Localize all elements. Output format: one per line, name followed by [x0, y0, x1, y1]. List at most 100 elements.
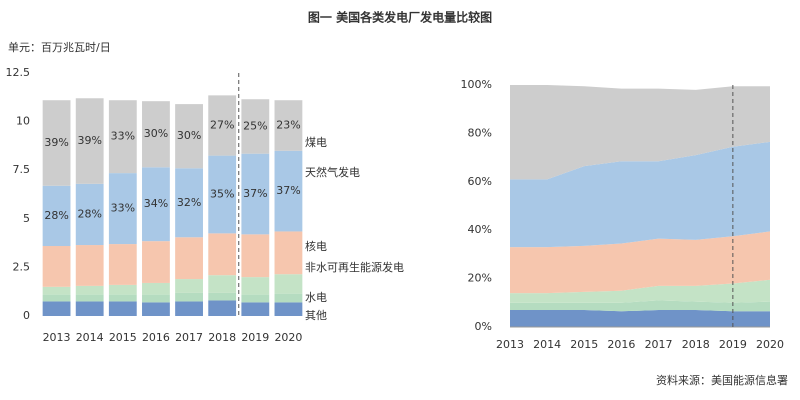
y-axis-label: 单元：百万兆瓦时/日 [8, 41, 111, 54]
data-label: 27% [210, 118, 234, 131]
data-label: 33% [111, 130, 135, 143]
bar-segment [175, 279, 203, 293]
data-label: 28% [77, 207, 101, 220]
source-note: 资料来源：美国能源信息署 [656, 373, 788, 387]
bar-segment [142, 101, 170, 168]
area-layer [510, 85, 770, 180]
data-label: 37% [276, 184, 300, 197]
data-label: 23% [276, 118, 300, 131]
area-layer [510, 300, 770, 312]
area-layer [510, 279, 770, 303]
data-label: 39% [77, 134, 101, 147]
y-tick-label: 7.5 [13, 163, 31, 176]
bar-segment [108, 173, 137, 245]
bar-segment [108, 244, 137, 285]
bar-segment [75, 183, 104, 246]
x-tick-label: 2014 [76, 331, 104, 344]
area-layer [510, 310, 770, 327]
legend-label: 水电 [305, 291, 327, 304]
bar-segment [75, 294, 104, 302]
bar-segment [175, 292, 203, 302]
legend-label: 非水可再生能源发电 [305, 260, 404, 274]
bar-segment [274, 293, 303, 303]
bar-segment [208, 300, 237, 316]
x-tick-label: 2019 [241, 331, 269, 344]
bar-segment [208, 233, 237, 276]
bar-segment [42, 100, 71, 186]
area-layer [510, 231, 770, 294]
y-tick-label: 2.5 [13, 260, 31, 273]
y-tick-label: 5 [23, 212, 30, 225]
bar-segment [142, 167, 170, 242]
data-label: 30% [177, 129, 201, 142]
bar-segment [42, 286, 71, 295]
bar-segment [142, 282, 170, 295]
x-tick-label: 2020 [274, 331, 302, 344]
x-tick-label: 2015 [570, 338, 598, 351]
bar-segment [75, 301, 104, 316]
bar-segment [208, 275, 237, 293]
data-label: 28% [44, 209, 68, 222]
y-tick-label: 0 [23, 309, 30, 322]
bar-segment [75, 245, 104, 286]
x-tick-label: 2016 [607, 338, 635, 351]
bar-segment [42, 185, 71, 247]
bar-segment [175, 168, 203, 238]
bar-segment [75, 285, 104, 295]
bar-segment [274, 150, 303, 232]
bar-segment [142, 241, 170, 283]
bar-segment [241, 277, 270, 295]
y-tick-label: 0% [475, 320, 492, 333]
legend-label: 核电 [305, 239, 327, 253]
bar-segment [274, 231, 303, 275]
bar-segment [175, 301, 203, 316]
data-label: 34% [144, 197, 168, 210]
y-tick-label: 100% [461, 78, 492, 91]
x-tick-label: 2013 [43, 331, 71, 344]
y-tick-label: 40% [468, 223, 492, 236]
bar-segment [142, 302, 170, 316]
bar-segment [241, 294, 270, 303]
data-label: 25% [243, 119, 267, 132]
bar-segment [274, 100, 303, 151]
legend-label: 其他 [305, 309, 327, 322]
data-label: 35% [210, 188, 234, 201]
x-tick-label: 2018 [208, 331, 236, 344]
bar-segment [108, 301, 137, 316]
data-label: 32% [177, 196, 201, 209]
y-tick-label: 80% [468, 126, 492, 139]
x-tick-label: 2016 [142, 331, 170, 344]
legend-label: 天然气发电 [305, 165, 360, 179]
bar-segment [108, 284, 137, 295]
bar-segment [241, 302, 270, 316]
y-tick-label: 10 [16, 115, 30, 128]
bar-segment [42, 294, 71, 302]
y-tick-label: 12.5 [6, 66, 31, 79]
bar-segment [208, 95, 237, 156]
x-tick-label: 2020 [756, 338, 784, 351]
bar-segment [274, 274, 303, 294]
chart-title: 图一 美国各类发电厂发电量比较图 [308, 10, 492, 25]
bar-segment [142, 294, 170, 303]
bar-segment [175, 104, 203, 169]
x-tick-label: 2014 [533, 338, 561, 351]
bar-segment [175, 237, 203, 280]
legend-label: 煤电 [305, 136, 327, 149]
y-tick-label: 20% [468, 272, 492, 285]
bar-segment [208, 155, 237, 234]
data-label: 37% [243, 187, 267, 200]
data-label: 33% [111, 202, 135, 215]
area-layer [510, 141, 770, 248]
bar-segment [274, 302, 303, 316]
bar-segment [108, 100, 137, 174]
x-tick-label: 2017 [175, 331, 203, 344]
x-tick-label: 2019 [719, 338, 747, 351]
y-tick-label: 60% [468, 175, 492, 188]
bar-segment [241, 99, 270, 154]
x-tick-label: 2017 [645, 338, 673, 351]
bar-segment [241, 153, 270, 235]
data-label: 30% [144, 127, 168, 140]
bar-segment [241, 234, 270, 278]
